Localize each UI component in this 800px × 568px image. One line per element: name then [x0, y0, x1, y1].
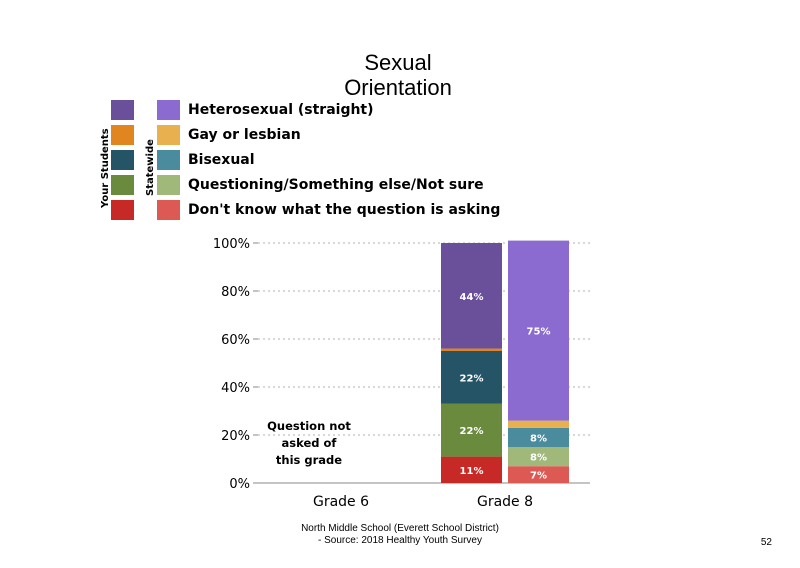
y-tick-label: 80%	[221, 285, 250, 300]
title-line-1: Sexual	[364, 50, 432, 75]
swatch-your-heterosexual	[111, 100, 134, 120]
y-tick-label: 60%	[221, 333, 250, 348]
y-tick-label: 20%	[221, 429, 250, 444]
bar-data-label: 44%	[460, 292, 484, 303]
footer-source: North Middle School (Everett School Dist…	[250, 523, 550, 547]
swatch-state-dont-know	[157, 200, 180, 220]
swatch-state-heterosexual	[157, 100, 180, 120]
bar-segment	[441, 243, 502, 349]
swatch-state-questioning	[157, 175, 180, 195]
bar-segment	[508, 427, 569, 447]
chart-title: Sexual Orientation	[298, 50, 498, 100]
swatch-state-bisexual	[157, 150, 180, 170]
swatch-your-dont-know	[111, 200, 134, 220]
bar-data-label: 8%	[530, 453, 547, 464]
legend-label-heterosexual: Heterosexual (straight)	[188, 102, 374, 118]
bar-data-label: 75%	[527, 327, 551, 338]
grade6-note-line: this grade	[276, 453, 342, 467]
swatch-your-gay-lesbian	[111, 125, 134, 145]
bar-data-label: 22%	[460, 373, 484, 384]
bar-data-label: 8%	[530, 433, 547, 444]
bar-segment	[441, 403, 502, 457]
legend-label-dont-know: Don't know what the question is asking	[188, 202, 501, 218]
legend-label-gay-lesbian: Gay or lesbian	[188, 127, 301, 143]
legend-label-bisexual: Bisexual	[188, 152, 255, 168]
swatch-state-gay-lesbian	[157, 125, 180, 145]
page-number: 52	[760, 537, 772, 548]
swatch-your-questioning	[111, 175, 134, 195]
bar-segment	[441, 348, 502, 351]
footer-source-line: - Source: 2018 Healthy Youth Survey	[318, 535, 482, 546]
x-category-label: Grade 8	[477, 494, 533, 510]
title-line-2: Orientation	[344, 75, 452, 100]
bar-data-label: 11%	[460, 466, 484, 477]
bar-data-label: 22%	[460, 426, 484, 437]
y-tick-label: 100%	[213, 237, 250, 252]
grade6-note-line: Question not	[267, 419, 351, 433]
bar-segment	[508, 240, 569, 421]
grade6-note-line: asked of	[282, 436, 338, 450]
swatch-your-bisexual	[111, 150, 134, 170]
bar-segment	[441, 351, 502, 404]
bar-segment	[508, 466, 569, 483]
bar-segment	[508, 447, 569, 467]
y-tick-label: 40%	[221, 381, 250, 396]
bar-segment	[508, 420, 569, 428]
footer-school: North Middle School (Everett School Dist…	[301, 523, 499, 534]
x-category-label: Grade 6	[313, 494, 369, 510]
legend-label-questioning: Questioning/Something else/Not sure	[188, 177, 484, 193]
bar-segment	[441, 456, 502, 483]
bar-data-label: 7%	[530, 471, 547, 482]
y-tick-label: 0%	[229, 477, 250, 492]
